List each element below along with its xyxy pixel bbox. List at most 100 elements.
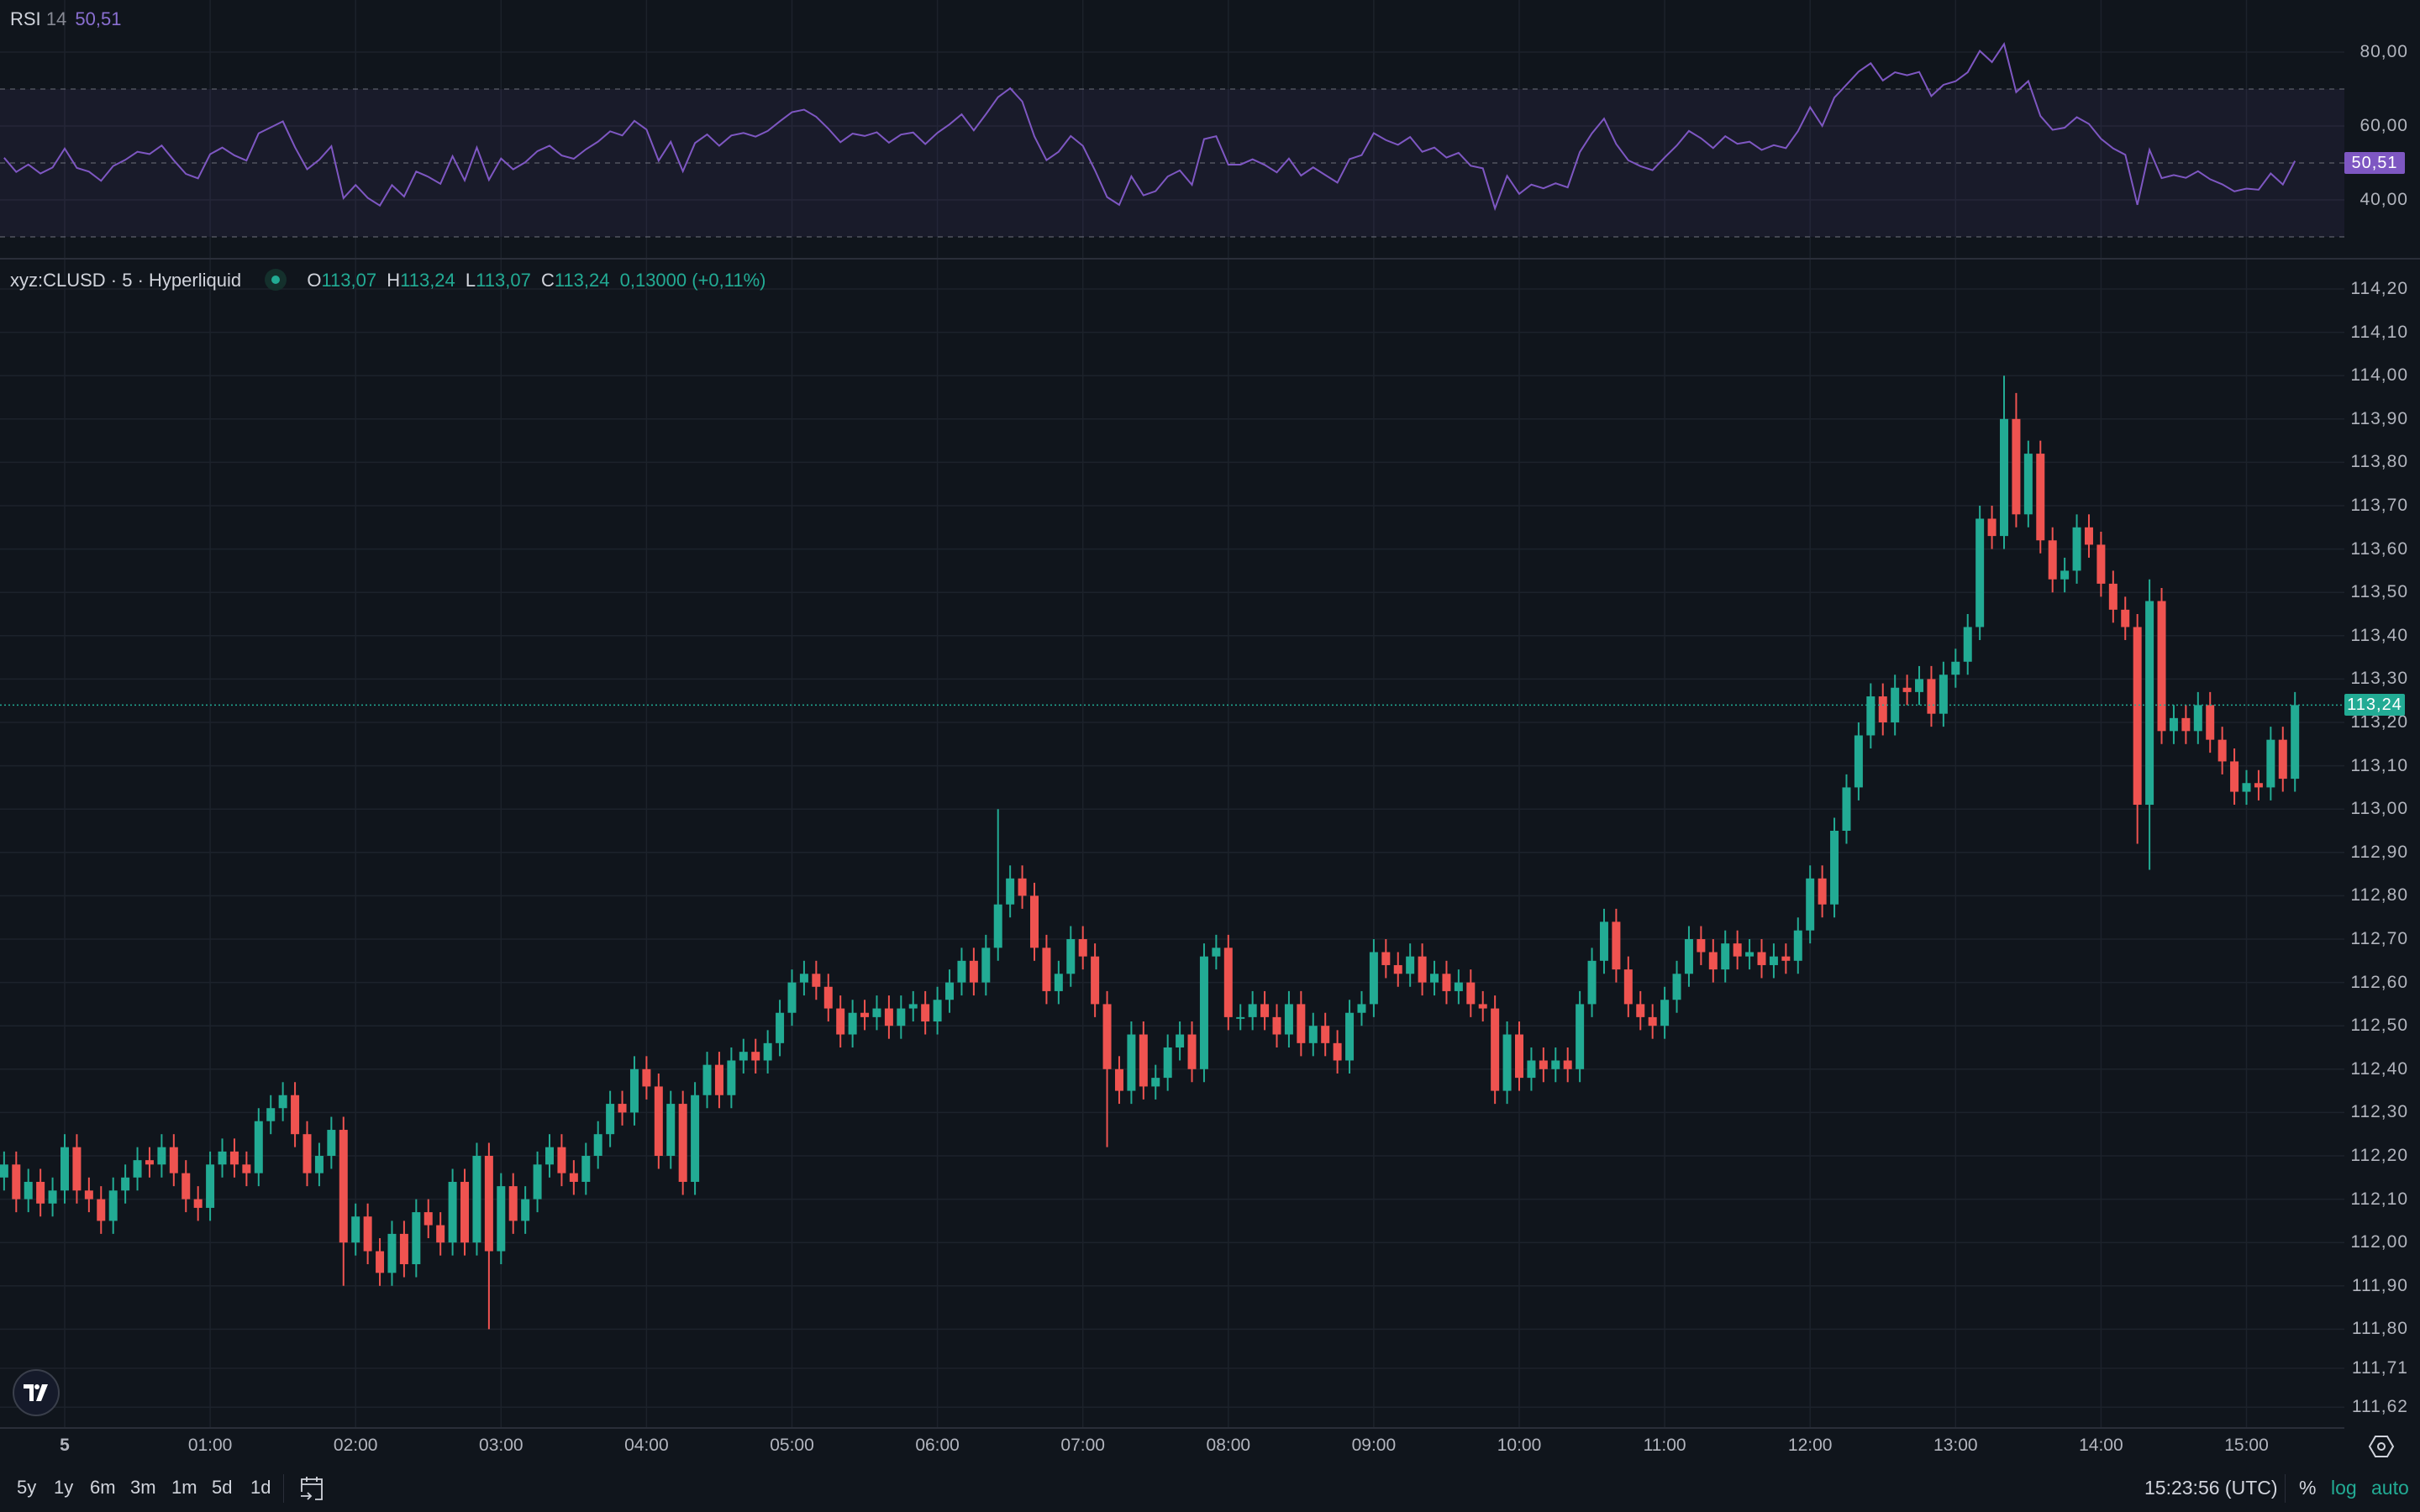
candle-body <box>533 1164 542 1200</box>
symbol-title[interactable]: xyz:CLUSD · 5 · Hyperliquid <box>10 270 242 291</box>
candle-body <box>1393 964 1402 974</box>
go-to-date-button[interactable] <box>299 1475 324 1506</box>
candle <box>1478 990 1487 1022</box>
candle <box>2036 440 2045 554</box>
candle-body <box>872 1008 881 1017</box>
candle <box>460 1168 470 1256</box>
candle <box>157 1134 166 1178</box>
price-axis-label: 113,20 <box>2350 712 2408 732</box>
range-button-6m[interactable]: 6m <box>90 1477 116 1498</box>
time-axis-label: 03:00 <box>479 1436 523 1455</box>
candle-body <box>1006 878 1015 905</box>
candle-body <box>133 1160 142 1178</box>
price-axis-label: 111,90 <box>2351 1275 2408 1295</box>
candle <box>848 1000 857 1047</box>
auto-scale-toggle[interactable]: auto <box>2371 1477 2409 1499</box>
range-button-5d[interactable]: 5d <box>212 1477 233 1498</box>
rsi-value-tag: 50,51 <box>2344 152 2405 174</box>
candle <box>1248 990 1257 1031</box>
candle <box>921 990 930 1035</box>
candle-body <box>1672 974 1681 1000</box>
candle <box>1551 1047 1560 1083</box>
candle-body <box>739 1052 748 1061</box>
candle-body <box>2181 717 2191 732</box>
candle <box>2254 769 2263 801</box>
range-button-3m[interactable]: 3m <box>130 1477 156 1498</box>
candle <box>108 1177 118 1234</box>
candle <box>872 995 881 1031</box>
candle <box>533 1151 542 1213</box>
rsi-legend[interactable]: RSI 14 50,51 <box>10 8 121 30</box>
price-axis-label: 112,40 <box>2350 1058 2408 1079</box>
change-value: 0,13000 (+0,11%) <box>619 270 766 291</box>
candle-body <box>2121 609 2130 627</box>
candle <box>945 969 955 1013</box>
candle <box>2169 705 2178 744</box>
candle <box>2157 588 2166 744</box>
clock-timezone[interactable]: 15:23:56 (UTC) <box>2144 1477 2278 1499</box>
candle <box>2072 514 2081 584</box>
current-price-tag: 113,24 <box>2344 694 2405 717</box>
candle <box>387 1221 397 1286</box>
candle <box>908 990 918 1022</box>
candle <box>1806 865 1815 944</box>
price-axis-label: 112,70 <box>2350 929 2408 948</box>
range-button-5y[interactable]: 5y <box>17 1477 37 1498</box>
candle-body <box>2157 601 2166 732</box>
time-axis-label: 11:00 <box>1643 1436 1686 1455</box>
candle-body <box>1733 943 1742 957</box>
candle <box>2181 705 2191 744</box>
candle <box>1369 939 1378 1017</box>
candle-body <box>351 1216 360 1243</box>
candle-body <box>884 1008 893 1026</box>
candle-body <box>1187 1034 1197 1069</box>
candle-body <box>1648 1016 1657 1026</box>
candle <box>133 1147 142 1191</box>
candle <box>1708 939 1718 983</box>
candle-body <box>1127 1034 1136 1091</box>
high-value: 113,24 <box>400 270 455 291</box>
candle-body <box>993 904 1002 948</box>
candle-body <box>1599 921 1608 961</box>
range-button-1d[interactable]: 1d <box>250 1477 271 1498</box>
candle-body <box>2060 570 2070 580</box>
tradingview-logo[interactable] <box>13 1369 60 1416</box>
price-axis-label: 114,10 <box>2350 322 2408 342</box>
candle <box>691 1082 700 1195</box>
price-axis-label: 112,60 <box>2350 972 2408 992</box>
symbol-legend[interactable]: xyz:CLUSD · 5 · Hyperliquid O113,07 H113… <box>10 269 766 292</box>
candle <box>1878 683 1887 736</box>
candle-body <box>24 1181 33 1200</box>
candle <box>1442 960 1451 1005</box>
percent-scale-toggle[interactable]: % <box>2299 1477 2317 1499</box>
candle-body <box>193 1199 203 1208</box>
candle <box>1684 926 1693 987</box>
close-value: 113,24 <box>554 270 610 291</box>
candle-body <box>206 1164 215 1208</box>
chart-settings-button[interactable] <box>2368 1435 2395 1462</box>
time-axis-label: 5 <box>60 1436 70 1455</box>
candle-body <box>1551 1060 1560 1069</box>
candle-body <box>1830 831 1839 905</box>
candle-body <box>0 1164 8 1178</box>
candle <box>1491 995 1500 1105</box>
candle-body <box>2072 527 2081 571</box>
candle <box>399 1221 408 1278</box>
price-axis-label: 112,90 <box>2350 842 2408 862</box>
candle-body <box>399 1233 408 1264</box>
log-scale-toggle[interactable]: log <box>2331 1477 2357 1499</box>
price-axis-label: 112,80 <box>2350 885 2408 906</box>
candle <box>1466 969 1476 1017</box>
candle-body <box>1260 1004 1270 1017</box>
range-button-1m[interactable]: 1m <box>171 1477 197 1498</box>
candle-body <box>229 1151 239 1165</box>
candle-body <box>2242 783 2251 792</box>
candle-body <box>1478 1004 1487 1009</box>
candle <box>1139 1021 1148 1100</box>
range-button-1y[interactable]: 1y <box>54 1477 74 1498</box>
candle-body <box>1199 956 1208 1069</box>
candle-body <box>1042 948 1051 991</box>
candle-body <box>2133 627 2142 806</box>
candle <box>291 1082 300 1147</box>
